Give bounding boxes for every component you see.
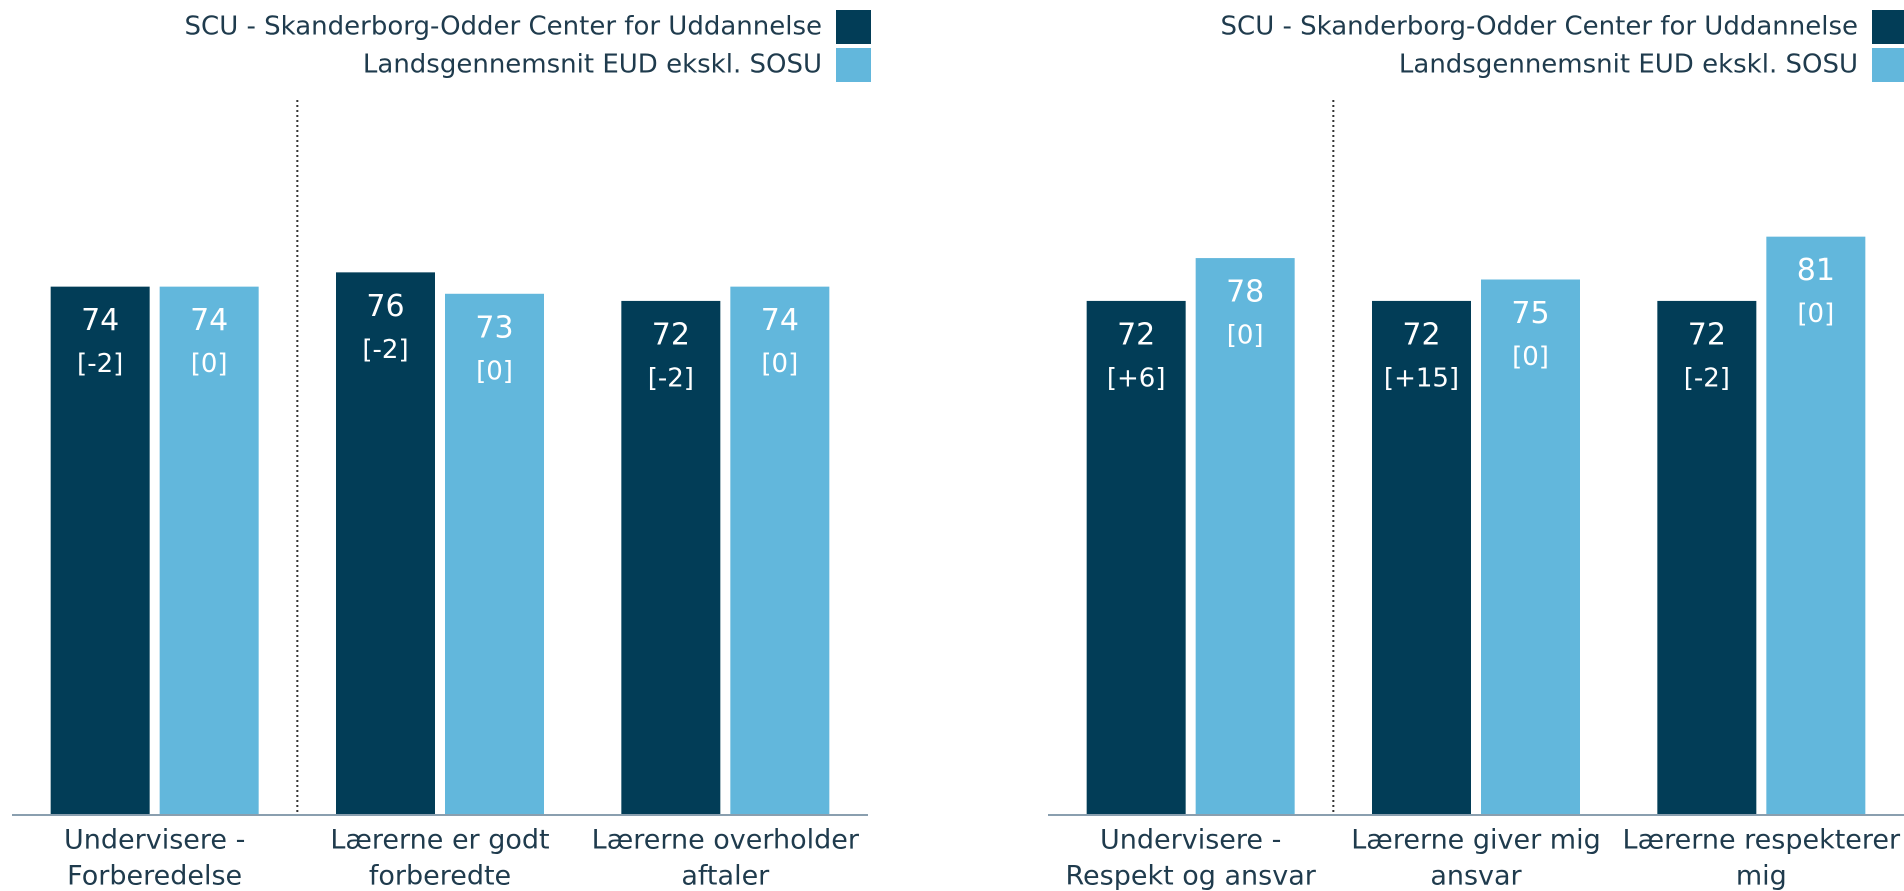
bar bbox=[159, 286, 259, 815]
bar bbox=[1657, 300, 1757, 815]
value-label: 73 bbox=[475, 310, 513, 345]
x-tick-label: Lærerne er godt bbox=[330, 825, 549, 856]
bar bbox=[1195, 258, 1295, 816]
bar bbox=[730, 286, 830, 815]
diff-label: [0] bbox=[191, 349, 228, 379]
x-tick-label: Lærerne respekterer bbox=[1623, 825, 1901, 856]
bar bbox=[621, 300, 721, 815]
diff-label: [0] bbox=[1797, 299, 1834, 329]
x-tick-label: aftaler bbox=[681, 861, 770, 891]
bar bbox=[336, 272, 435, 815]
bar bbox=[50, 286, 150, 815]
diff-label: [0] bbox=[476, 356, 513, 386]
x-tick-label: forberedte bbox=[369, 861, 511, 891]
bar bbox=[1086, 300, 1186, 815]
legend-label: Landsgennemsnit EUD ekskl. SOSU bbox=[363, 50, 822, 80]
bar bbox=[1372, 300, 1471, 815]
value-label: 74 bbox=[81, 303, 119, 338]
x-tick-label: Forberedelse bbox=[67, 861, 242, 891]
x-tick-label: Undervisere - bbox=[64, 825, 245, 856]
value-label: 81 bbox=[1797, 253, 1835, 288]
legend-label: Landsgennemsnit EUD ekskl. SOSU bbox=[1399, 50, 1858, 80]
legend-label: SCU - Skanderborg-Odder Center for Uddan… bbox=[185, 12, 822, 42]
diff-label: [+15] bbox=[1384, 363, 1459, 393]
x-tick-label: Undervisere - bbox=[1100, 825, 1281, 856]
x-tick-label: Respekt og ansvar bbox=[1065, 861, 1316, 891]
value-label: 72 bbox=[1117, 317, 1155, 352]
legend-swatch bbox=[836, 10, 871, 44]
value-label: 72 bbox=[1402, 317, 1440, 352]
value-label: 74 bbox=[761, 303, 799, 338]
diff-label: [-2] bbox=[1684, 363, 1730, 393]
diff-label: [+6] bbox=[1107, 363, 1166, 393]
diff-label: [0] bbox=[1227, 321, 1264, 351]
value-label: 76 bbox=[366, 289, 404, 324]
value-label: 75 bbox=[1511, 296, 1549, 331]
diff-label: [-2] bbox=[77, 349, 123, 379]
diff-label: [0] bbox=[1512, 342, 1549, 372]
legend-swatch bbox=[836, 48, 871, 82]
x-tick-label: Lærerne giver mig bbox=[1351, 825, 1600, 856]
x-tick-label: Lærerne overholder bbox=[592, 825, 860, 856]
value-label: 72 bbox=[652, 317, 690, 352]
value-label: 74 bbox=[190, 303, 228, 338]
diff-label: [0] bbox=[761, 349, 798, 379]
bar bbox=[1481, 279, 1580, 815]
diff-label: [-2] bbox=[648, 363, 694, 393]
bar bbox=[1766, 236, 1866, 815]
x-tick-label: mig bbox=[1736, 861, 1787, 891]
legend-swatch bbox=[1872, 10, 1904, 44]
legend-swatch bbox=[1872, 48, 1904, 82]
legend-label: SCU - Skanderborg-Odder Center for Uddan… bbox=[1221, 12, 1858, 42]
x-tick-label: ansvar bbox=[1430, 861, 1522, 891]
value-label: 72 bbox=[1688, 317, 1726, 352]
diff-label: [-2] bbox=[362, 335, 408, 365]
bar bbox=[445, 293, 544, 815]
value-label: 78 bbox=[1226, 275, 1264, 310]
